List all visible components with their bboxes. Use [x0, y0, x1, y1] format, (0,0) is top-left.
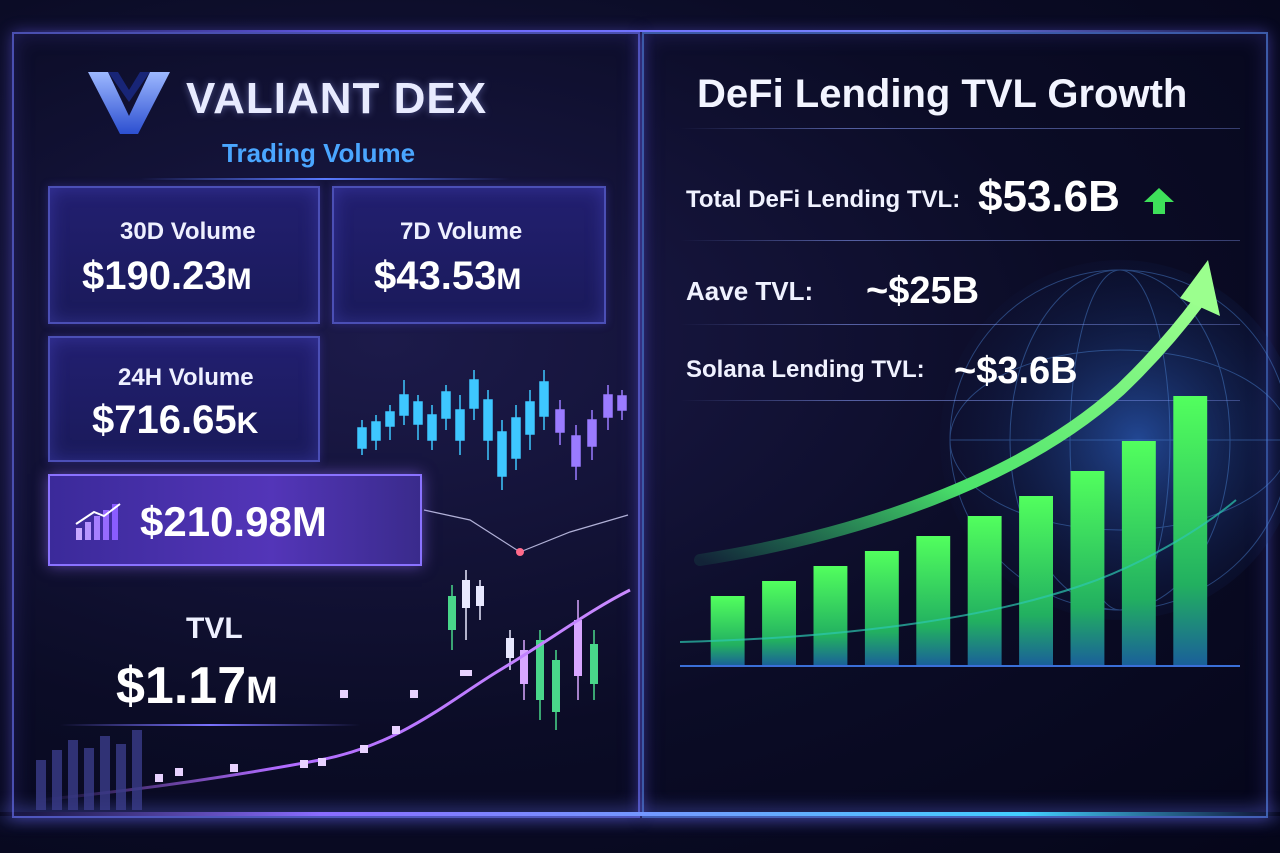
brand-header: VALIANT DEX — [86, 62, 546, 138]
tvl-underline — [60, 724, 360, 726]
growth-bar — [967, 516, 1002, 666]
aave-tvl-value: ~$25B — [866, 270, 980, 312]
stat-label: 7D Volume — [400, 218, 523, 245]
stat-card-7d-volume: 7D Volume $43.53M — [332, 186, 606, 324]
growth-bar — [1121, 441, 1156, 666]
tvl-growth-chart — [680, 260, 1240, 667]
subtitle-divider — [140, 178, 510, 180]
up-arrow-icon — [1144, 188, 1174, 214]
cyan-candles — [357, 370, 549, 490]
wave-points — [155, 670, 472, 782]
metric-divider — [680, 324, 1240, 325]
bottom-glow-line — [0, 812, 1280, 816]
growth-bar — [710, 596, 745, 666]
solana-tvl-value: ~$3.6B — [954, 350, 1078, 392]
stat-value: $190.23M — [82, 254, 252, 298]
teal-trend-line — [680, 499, 1237, 643]
growth-arrow-head — [1180, 260, 1220, 316]
total-volume-value: $210.98M — [140, 498, 327, 545]
growth-trend-arrow — [694, 294, 1206, 566]
stat-card-30d-volume: 30D Volume $190.23M — [48, 186, 320, 324]
stat-value: $716.65K — [92, 398, 259, 442]
volume-bars — [36, 730, 142, 810]
growth-bar — [813, 566, 848, 666]
top-glow-line — [20, 30, 1260, 32]
lending-title: DeFi Lending TVL Growth — [697, 72, 1188, 116]
stat-card-24h-volume: 24H Volume $716.65K — [48, 336, 320, 462]
price-line — [423, 509, 629, 553]
growth-bar — [1173, 396, 1208, 666]
stat-label: 24H Volume — [118, 364, 254, 391]
section-subtitle: Trading Volume — [222, 138, 416, 168]
title-divider — [680, 128, 1240, 129]
globe-grid — [949, 269, 1280, 611]
solana-tvl-label: Solana Lending TVL: — [686, 356, 925, 383]
magenta-candles — [555, 385, 627, 480]
aave-tvl-label: Aave TVL: — [686, 276, 814, 306]
growth-bar — [1070, 471, 1105, 666]
stat-label: 30D Volume — [120, 218, 256, 245]
growth-bar — [762, 581, 796, 666]
metric-divider — [680, 240, 1240, 241]
valiant-logo-icon — [88, 72, 170, 134]
volume-panel — [12, 32, 640, 818]
total-tvl-value: $53.6B — [978, 172, 1120, 221]
brand-name: VALIANT DEX — [186, 74, 488, 123]
tvl-label: TVL — [186, 612, 243, 645]
bars-group — [710, 396, 1208, 666]
total-volume-card: $210.98M — [48, 474, 422, 566]
price-point — [516, 548, 524, 556]
growth-bar — [864, 551, 899, 666]
metric-divider — [680, 400, 1240, 401]
growth-bar — [916, 536, 951, 666]
total-tvl-label: Total DeFi Lending TVL: — [686, 186, 961, 213]
lower-candles — [448, 570, 598, 730]
tvl-value: $1.17M — [116, 657, 278, 715]
stat-value: $43.53M — [374, 254, 522, 298]
growth-bar — [1019, 496, 1053, 666]
bar-chart-icon — [75, 503, 121, 540]
